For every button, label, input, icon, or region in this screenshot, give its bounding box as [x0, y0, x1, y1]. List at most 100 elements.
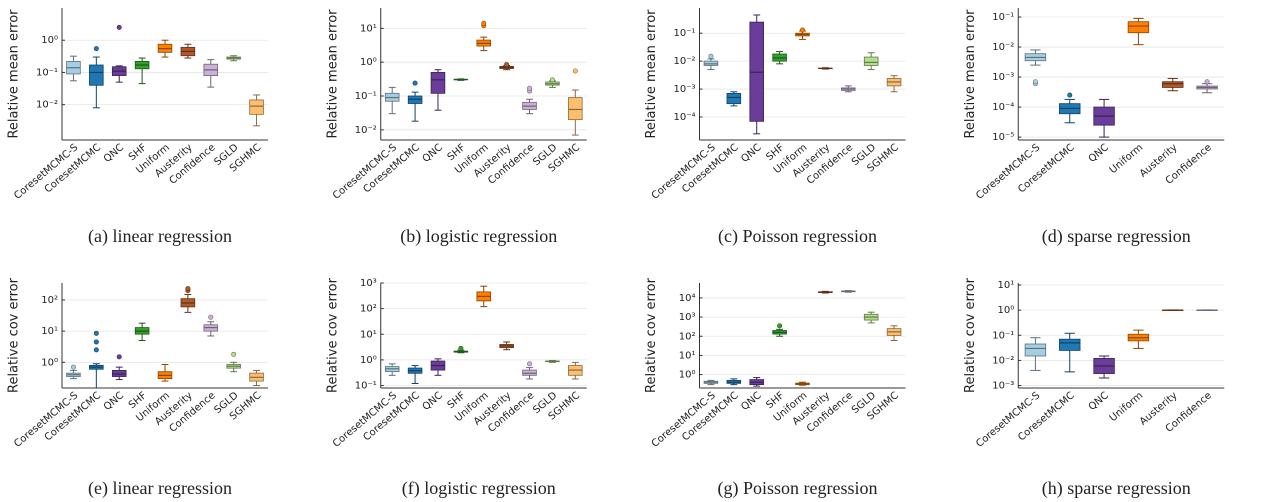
y-axis-label: Relative mean error	[963, 9, 978, 139]
y-tick-label: 10⁻³	[992, 381, 1014, 392]
caption: (d) sparse regression	[1042, 226, 1191, 247]
x-tick-label: QNC	[102, 142, 126, 165]
x-tick-label: QNC	[739, 142, 763, 165]
x-tick-label: QNC	[1087, 142, 1111, 165]
x-tick-label: CoresetMCMC-S	[974, 142, 1042, 202]
y-tick-label: 10¹	[998, 280, 1015, 291]
caption: (h) sparse regression	[1042, 478, 1191, 499]
panel: 10⁻³ 10⁻² 10⁻¹ 10⁰ 10¹ Relative cov errorCore…	[963, 277, 1225, 499]
y-tick-label: 10⁻¹	[992, 12, 1014, 23]
y-axis-label: Relative mean error	[644, 9, 659, 139]
caption: (f) logistic regression	[402, 478, 556, 499]
outlier	[93, 46, 99, 52]
caption: (a) linear regression	[88, 226, 232, 247]
y-axis-label: Relative cov error	[963, 277, 978, 393]
outlier	[1067, 92, 1073, 98]
panel: 10⁻⁵ 10⁻⁴ 10⁻³ 10⁻² 10⁻¹ Relative mean error C…	[963, 8, 1225, 247]
y-tick-label: 10⁰	[360, 355, 377, 366]
outlier	[93, 330, 99, 336]
y-tick-label: 10⁰	[679, 370, 696, 381]
y-tick-label: 10³	[679, 312, 696, 323]
outlier	[799, 27, 805, 33]
y-tick-label: 10⁰	[41, 357, 58, 368]
outlier	[1204, 79, 1210, 85]
x-tick-label: QNC	[421, 390, 445, 413]
y-tick-label: 10¹	[360, 329, 377, 340]
y-tick-label: 10⁻⁴	[992, 102, 1014, 113]
outlier	[116, 24, 122, 30]
outlier	[777, 323, 783, 329]
y-tick-label: 10²	[360, 304, 377, 315]
y-axis-label: Relative cov error	[325, 277, 340, 393]
y-tick-label: 10³	[360, 278, 377, 289]
y-tick-label: 10⁰	[360, 57, 377, 68]
y-tick-label: 10⁻²	[992, 42, 1014, 53]
y-tick-label: 10⁻¹	[355, 91, 377, 102]
outlier	[412, 80, 418, 86]
y-tick-label: 10⁻⁵	[992, 132, 1014, 143]
y-tick-label: 10⁻³	[992, 72, 1014, 83]
outlier	[572, 68, 578, 74]
box	[1127, 21, 1150, 34]
y-tick-label: 10²	[679, 331, 696, 342]
y-tick-label: 10⁻¹	[992, 330, 1014, 341]
y-tick-label: 10⁻²	[36, 100, 58, 111]
outlier	[708, 53, 714, 59]
y-axis-label: Relative mean error	[7, 9, 22, 139]
box	[568, 97, 583, 121]
y-tick-label: 10⁻²	[673, 56, 695, 67]
y-tick-label: 10¹	[679, 350, 696, 361]
y-tick-label: 10⁻¹	[355, 381, 377, 392]
box	[726, 92, 742, 105]
box	[1059, 338, 1081, 351]
x-tick-label: QNC	[739, 390, 763, 413]
outlier	[93, 339, 99, 345]
x-tick-label: CoresetMCMC-S	[974, 390, 1042, 450]
y-axis-label: Relative cov error	[7, 277, 22, 393]
outlier	[527, 85, 533, 91]
box	[430, 71, 446, 94]
outlier	[1032, 79, 1038, 85]
y-tick-label: 10²	[41, 295, 58, 306]
y-tick-label: 10⁰	[41, 35, 58, 46]
caption: (b) logistic regression	[400, 226, 557, 247]
caption: (g) Poisson regression	[718, 478, 878, 499]
box	[863, 56, 879, 66]
y-tick-label: 10⁰	[998, 305, 1015, 316]
box	[1024, 343, 1047, 357]
box	[89, 64, 104, 86]
y-tick-label: 10⁻²	[355, 125, 377, 136]
x-tick-label: QNC	[421, 142, 445, 165]
y-tick-label: 10⁻⁴	[673, 112, 695, 123]
y-tick-label: 10⁻¹	[673, 28, 695, 39]
x-tick-label: QNC	[102, 390, 126, 413]
y-tick-label: 10¹	[360, 23, 377, 34]
outlier	[208, 314, 214, 320]
outlier	[504, 62, 510, 68]
y-tick-label: 10⁴	[679, 293, 696, 304]
outlier	[549, 77, 555, 83]
outlier	[231, 351, 237, 357]
outlier	[70, 364, 76, 370]
outlier	[185, 286, 191, 292]
y-axis-label: Relative cov error	[644, 277, 659, 393]
outlier	[458, 345, 464, 351]
caption: (e) linear regression	[88, 478, 232, 499]
box	[249, 99, 264, 115]
outlier	[93, 347, 99, 353]
y-tick-label: 10¹	[41, 326, 58, 337]
outlier	[481, 20, 487, 26]
outlier	[116, 354, 122, 360]
y-tick-label: 10⁻¹	[36, 67, 58, 78]
caption: (c) Poisson regression	[718, 226, 877, 247]
y-tick-label: 10⁻²	[992, 355, 1014, 366]
x-tick-label: QNC	[1087, 390, 1111, 413]
outlier	[527, 361, 533, 367]
